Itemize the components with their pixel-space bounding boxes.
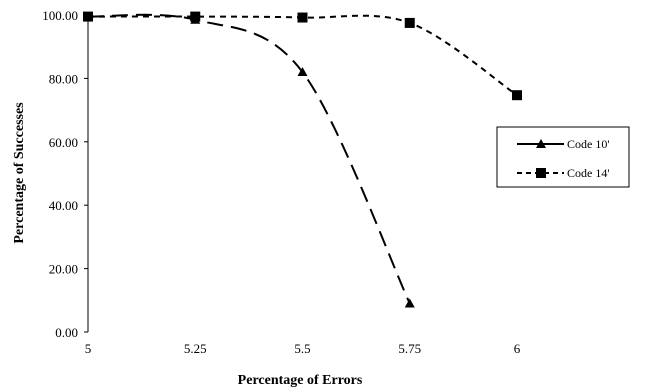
data-point-square bbox=[404, 17, 415, 28]
data-point-square bbox=[190, 11, 201, 22]
y-tick-label: 40.00 bbox=[49, 198, 78, 213]
x-tick-label: 5.75 bbox=[398, 341, 421, 356]
x-axis-title: Percentage of Errors bbox=[238, 373, 363, 388]
legend-marker-triangle-icon bbox=[536, 139, 546, 148]
data-point-square bbox=[512, 90, 522, 101]
series-layer bbox=[83, 11, 522, 308]
y-tick-label: 0.00 bbox=[55, 325, 78, 340]
series-line-0 bbox=[87, 13, 411, 304]
legend-marker-square-icon bbox=[536, 168, 546, 178]
legend-label-code-10: Code 10' bbox=[567, 137, 610, 151]
y-tick-label: 60.00 bbox=[49, 135, 78, 150]
y-tick-label: 80.00 bbox=[49, 71, 78, 86]
x-tick-label: 5.25 bbox=[184, 341, 207, 356]
legend: Code 10' Code 14' bbox=[496, 126, 630, 188]
y-axis-title: Percentage of Successes bbox=[12, 102, 27, 244]
data-point-square bbox=[297, 12, 308, 23]
y-tick-label: 20.00 bbox=[49, 262, 78, 277]
data-point-square bbox=[83, 11, 93, 22]
data-point-triangle bbox=[297, 67, 308, 77]
legend-box bbox=[496, 126, 630, 188]
x-tick-label: 5.5 bbox=[294, 341, 310, 356]
data-point-triangle bbox=[404, 298, 415, 308]
legend-label-code-14: Code 14' bbox=[567, 166, 610, 180]
y-tick-label: 100.00 bbox=[42, 8, 78, 23]
series-line-1 bbox=[87, 14, 518, 97]
x-axis-ticks: 5 5.25 5.5 5.75 6 bbox=[85, 341, 521, 356]
x-tick-label: 5 bbox=[85, 341, 92, 356]
y-axis-ticks: 0.00 20.00 40.00 60.00 80.00 100.00 bbox=[42, 8, 88, 340]
x-tick-label: 6 bbox=[514, 341, 521, 356]
